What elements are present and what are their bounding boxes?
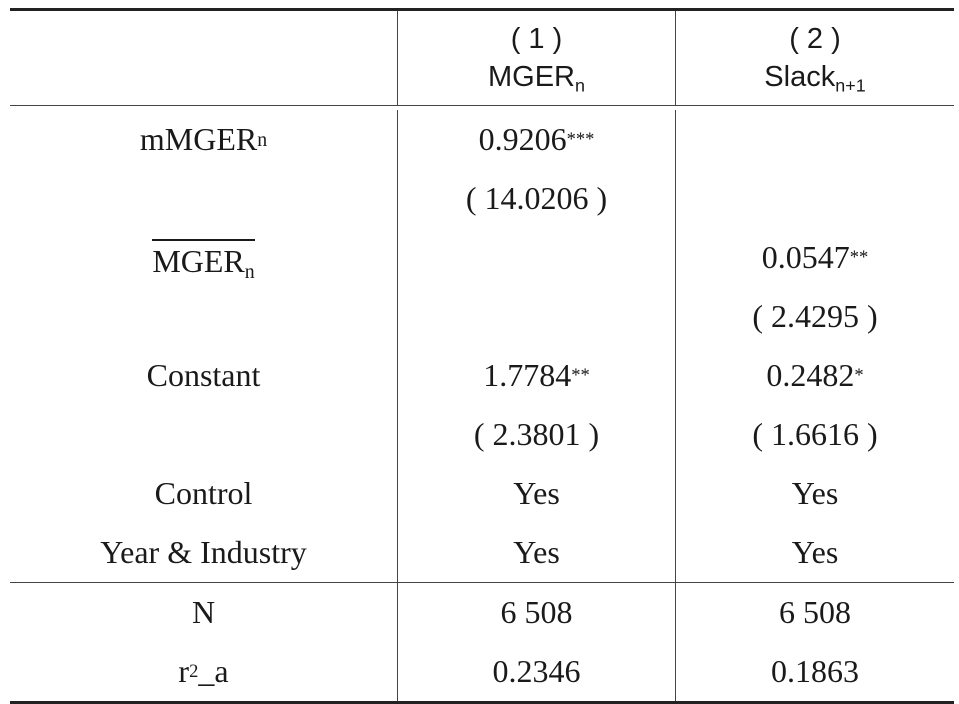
stat-col-1: 0.2346: [398, 642, 676, 701]
row-label: Control: [10, 464, 398, 523]
cell-col-2: [676, 110, 954, 169]
table-row: ( 14.0206 ): [10, 169, 954, 228]
stat-label: r 2 _a: [10, 642, 398, 701]
stat-label: N: [10, 583, 398, 642]
cell-col-2: ( 1.6616 ): [752, 416, 878, 452]
col-1-variable: MGERn: [488, 61, 585, 96]
table-row: MGERn 0.0547 **: [10, 228, 954, 287]
row-label: Year & Industry: [10, 523, 398, 582]
mean-mger-label: MGERn: [152, 238, 255, 281]
stats-row: N 6 508 6 508: [10, 582, 954, 642]
cell-col-1: [398, 228, 676, 287]
cell-col-2: ( 2.4295 ): [752, 298, 878, 334]
header-blank-cell: [10, 11, 398, 105]
row-label: [10, 287, 398, 346]
table-row: Constant 1.7784 ** 0.2482 *: [10, 346, 954, 405]
cell-col-2: [676, 169, 954, 228]
col-2-variable: Slackn+1: [764, 61, 866, 96]
header-col-2: ( 2 ) Slackn+1: [676, 11, 954, 105]
stat-col-2: 0.1863: [771, 653, 859, 689]
cell-col-2: Yes: [791, 534, 839, 570]
cell-col-2: 0.0547 **: [761, 239, 869, 275]
row-label: MGERn: [10, 228, 398, 287]
cell-col-1: 0.9206 ***: [398, 110, 676, 169]
col-2-number: ( 2 ): [789, 23, 841, 55]
table-row: mMGER n 0.9206 ***: [10, 106, 954, 169]
cell-col-1: [398, 287, 676, 346]
col-1-number: ( 1 ): [510, 23, 563, 55]
row-label: mMGER n: [10, 110, 398, 169]
row-label: [10, 405, 398, 464]
cell-col-2: 0.2482 *: [766, 357, 864, 393]
cell-col-2: Yes: [791, 475, 839, 511]
table-row: Year & Industry Yes Yes: [10, 523, 954, 582]
cell-col-1: 1.7784 **: [398, 346, 676, 405]
regression-table: ( 1 ) MGERn ( 2 ) Slackn+1 mMGER n 0.9206…: [10, 8, 954, 704]
table-row: ( 2.4295 ): [10, 287, 954, 346]
row-label: [10, 169, 398, 228]
stat-col-1: 6 508: [398, 583, 676, 642]
stat-col-2: 6 508: [779, 594, 851, 630]
table-row: ( 2.3801 ) ( 1.6616 ): [10, 405, 954, 464]
stats-row: r 2 _a 0.2346 0.1863: [10, 642, 954, 701]
table-row: Control Yes Yes: [10, 464, 954, 523]
cell-col-1: Yes: [398, 464, 676, 523]
cell-col-1: ( 14.0206 ): [398, 169, 676, 228]
cell-col-1: Yes: [398, 523, 676, 582]
row-label: Constant: [10, 346, 398, 405]
cell-col-1: ( 2.3801 ): [398, 405, 676, 464]
header-col-1: ( 1 ) MGERn: [398, 11, 676, 105]
header-row: ( 1 ) MGERn ( 2 ) Slackn+1: [10, 11, 954, 106]
